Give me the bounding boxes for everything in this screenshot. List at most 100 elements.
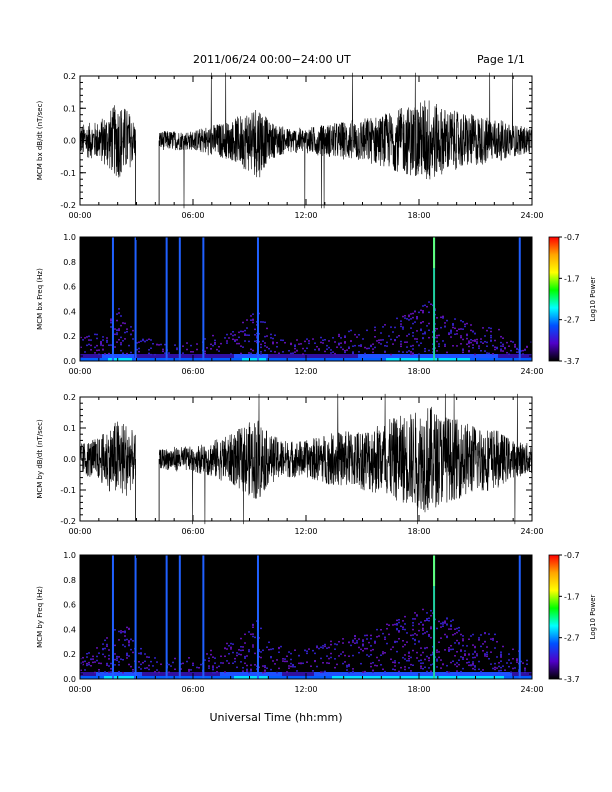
power-cell bbox=[426, 612, 428, 614]
power-cell bbox=[398, 676, 400, 679]
power-cell bbox=[306, 354, 308, 358]
power-cell bbox=[90, 658, 92, 661]
power-cell bbox=[480, 676, 482, 679]
power-cell bbox=[258, 637, 260, 639]
power-cell bbox=[324, 645, 326, 648]
power-cell bbox=[212, 344, 214, 347]
power-cell bbox=[320, 672, 322, 676]
power-cell bbox=[128, 655, 130, 657]
power-cell bbox=[448, 676, 450, 679]
power-cell bbox=[208, 354, 210, 358]
power-cell bbox=[294, 347, 296, 350]
power-cell bbox=[108, 654, 110, 657]
power-cell bbox=[474, 353, 476, 356]
power-cell bbox=[300, 354, 302, 358]
y-tick-label: -0.2 bbox=[60, 517, 76, 526]
power-cell bbox=[94, 333, 96, 336]
power-cell bbox=[352, 676, 354, 679]
power-cell bbox=[128, 628, 130, 630]
power-cell bbox=[414, 632, 416, 635]
x-axis-title-text: Universal Time (hh:mm) bbox=[209, 711, 343, 724]
power-cell bbox=[158, 672, 160, 676]
power-cell bbox=[206, 354, 208, 358]
power-cell bbox=[472, 358, 474, 361]
power-cell bbox=[370, 634, 372, 637]
power-cell bbox=[304, 354, 306, 358]
power-cell bbox=[432, 358, 434, 361]
power-cell bbox=[310, 358, 312, 361]
power-cell bbox=[246, 672, 248, 676]
power-cell bbox=[248, 650, 250, 653]
power-cell bbox=[352, 354, 354, 358]
spectrogram-3 bbox=[80, 555, 532, 679]
power-cell bbox=[130, 648, 132, 651]
power-cell bbox=[402, 672, 404, 676]
power-cell bbox=[282, 354, 284, 358]
power-cell bbox=[438, 672, 440, 676]
power-cell bbox=[384, 350, 386, 353]
power-cell bbox=[474, 668, 476, 671]
power-cell bbox=[108, 676, 110, 679]
colorbar-title: Log10 Power bbox=[589, 594, 597, 639]
power-cell bbox=[398, 662, 400, 664]
power-cell bbox=[472, 339, 474, 342]
power-cell bbox=[200, 663, 202, 666]
power-cell bbox=[390, 338, 392, 341]
power-cell bbox=[408, 655, 410, 657]
power-cell bbox=[426, 672, 428, 676]
power-cell bbox=[290, 358, 292, 361]
power-cell bbox=[292, 672, 294, 676]
power-cell bbox=[148, 664, 150, 667]
y-tick-label: 1.0 bbox=[63, 233, 76, 242]
power-cell bbox=[500, 651, 502, 653]
power-cell bbox=[326, 655, 328, 657]
power-cell bbox=[242, 667, 244, 669]
power-cell bbox=[336, 663, 338, 666]
power-cell bbox=[226, 342, 228, 344]
power-cell bbox=[432, 612, 434, 614]
power-cell bbox=[114, 672, 116, 676]
power-cell bbox=[102, 336, 104, 338]
power-cell bbox=[516, 672, 518, 676]
power-cell bbox=[170, 358, 172, 361]
power-cell bbox=[438, 358, 440, 361]
power-cell bbox=[326, 676, 328, 679]
power-cell bbox=[344, 358, 346, 361]
power-cell bbox=[402, 676, 404, 679]
power-cell bbox=[244, 657, 246, 659]
power-cell bbox=[106, 339, 108, 342]
power-cell bbox=[494, 666, 496, 669]
power-cell bbox=[92, 658, 94, 660]
power-cell bbox=[512, 354, 514, 358]
power-cell bbox=[466, 337, 468, 340]
power-cell bbox=[92, 358, 94, 361]
power-cell bbox=[116, 354, 118, 358]
power-cell bbox=[322, 676, 324, 679]
power-cell bbox=[498, 672, 500, 676]
power-cell bbox=[284, 354, 286, 358]
power-cell bbox=[106, 662, 108, 665]
power-cell bbox=[384, 638, 386, 640]
power-cell bbox=[436, 354, 438, 358]
power-cell bbox=[156, 358, 158, 361]
power-cell bbox=[494, 672, 496, 676]
power-cell bbox=[260, 353, 262, 355]
power-cell bbox=[444, 633, 446, 636]
power-cell bbox=[352, 639, 354, 642]
power-cell bbox=[204, 354, 206, 358]
power-cell bbox=[408, 315, 410, 318]
power-cell bbox=[196, 348, 198, 351]
power-cell bbox=[416, 634, 418, 636]
power-cell bbox=[280, 358, 282, 361]
power-cell bbox=[386, 642, 388, 645]
power-cell bbox=[86, 676, 88, 679]
power-cell bbox=[348, 358, 350, 361]
power-cell bbox=[358, 638, 360, 640]
power-cell bbox=[104, 353, 106, 355]
power-cell bbox=[210, 676, 212, 679]
power-cell bbox=[424, 347, 426, 350]
power-cell bbox=[416, 672, 418, 676]
power-cell bbox=[194, 354, 196, 358]
power-cell bbox=[502, 343, 504, 346]
y-tick-label: 0.0 bbox=[63, 357, 76, 366]
